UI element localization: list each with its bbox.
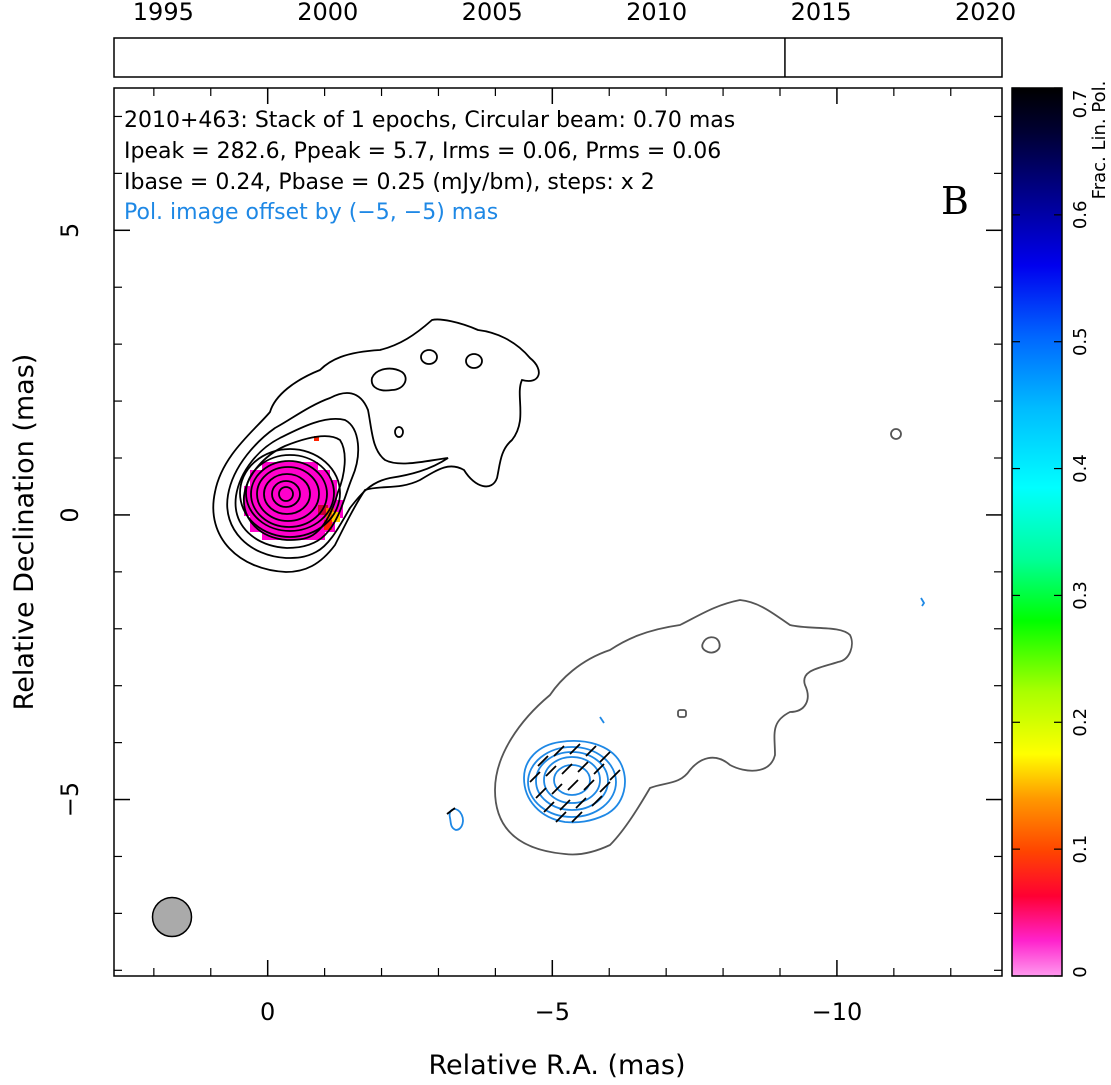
- timeline-tick-label: 2000: [297, 0, 358, 26]
- offset-i-contour: [677, 709, 687, 718]
- frac-pol-pixel: [324, 520, 332, 530]
- colorbar-tick-label: 0.5: [1070, 327, 1091, 356]
- x-tick-label: −5: [535, 998, 570, 1026]
- stokes-i-contour: [250, 460, 328, 528]
- beam-ellipse: [151, 896, 193, 938]
- timeline-tick-label: 2005: [462, 0, 523, 26]
- frac-pol-core: [244, 436, 343, 540]
- evpa-tick: [585, 745, 597, 757]
- frac-pol-pixel: [332, 512, 340, 522]
- evpa-tick: [559, 799, 571, 811]
- pol-contour: [920, 597, 926, 607]
- y-axis-title: Relative Declination (mas): [9, 354, 40, 711]
- stokes-i-contour: [243, 435, 346, 541]
- evpa-tick: [577, 761, 589, 773]
- colorbar-tick-label: 0: [1070, 966, 1091, 977]
- stokes-i-contour: [278, 486, 294, 502]
- stokes-i-contour: [370, 367, 407, 392]
- evpa-tick: [555, 811, 567, 823]
- evpa-tick: [537, 755, 549, 767]
- evpa-tick: [599, 781, 611, 793]
- plot-area: 0 −5 −10 5 0 −5 2010+463: Stack of 1 epochs,…: [9, 87, 1003, 1081]
- stokes-i-contour: [263, 473, 311, 515]
- x-tick-label: −10: [812, 998, 863, 1026]
- stokes-i-contour: [890, 428, 902, 440]
- frac-pol-pixel: [314, 436, 319, 441]
- info-line-1: 2010+463: Stack of 1 epochs, Circular be…: [124, 108, 735, 133]
- pol-contour: [448, 808, 464, 831]
- evpa-tick: [609, 769, 621, 781]
- y-tick-label: −5: [56, 782, 84, 817]
- pol-contour: [599, 716, 605, 724]
- evpa-tick: [561, 763, 573, 775]
- evpa-tick: [545, 765, 557, 777]
- colorbar-frame: [1011, 87, 1063, 977]
- colorbar-tick-label: 0.7: [1070, 90, 1091, 119]
- colorbar-tick-label: 0.3: [1070, 581, 1091, 610]
- pol-contour: [527, 746, 617, 818]
- info-line-2: Ipeak = 282.6, Ppeak = 5.7, Irms = 0.06,…: [124, 139, 721, 164]
- timeline-tick-label: 2020: [955, 0, 1016, 26]
- offset-note: Pol. image offset by (−5, −5) mas: [124, 200, 498, 225]
- stokes-i-contour: [465, 353, 483, 369]
- y-tick-label: 0: [56, 507, 84, 522]
- evpa-tick: [599, 751, 611, 763]
- stokes-i-contour: [256, 466, 320, 522]
- minor-ticks: [114, 88, 1002, 976]
- plot-frame: [113, 87, 1003, 977]
- stokes-i-contours: [212, 318, 902, 573]
- stokes-i-contour: [239, 448, 341, 538]
- timeline-box: [113, 37, 1003, 78]
- evpa-tick: [593, 763, 605, 775]
- colorbar: 0 0.1 0.2 0.3 0.4 0.5 0.6 0.7 Frac. Lin. Pol.: [1011, 81, 1110, 978]
- timeline-ticks: 1995 2000 2005 2010 2015 2020: [133, 0, 1016, 26]
- timeline-tick-label: 1995: [133, 0, 194, 26]
- evpa-tick: [535, 787, 547, 799]
- evpa-tick: [571, 811, 583, 823]
- colorbar-tick-label: 0.4: [1070, 454, 1091, 483]
- timeline-strip: 1995 2000 2005 2010 2015 2020: [113, 0, 1016, 78]
- offset-i-contours: [494, 599, 853, 856]
- panel-label: B: [941, 179, 969, 223]
- pol-contour: [543, 756, 601, 804]
- colorbar-gradient: [1012, 88, 1062, 976]
- evpa-tick: [551, 783, 563, 795]
- stokes-i-contour: [234, 418, 360, 549]
- colorbar-tick-label: 0.1: [1070, 835, 1091, 864]
- colorbar-tick-label: 0.6: [1070, 201, 1091, 230]
- stokes-i-contour: [212, 318, 540, 573]
- x-major-ticks: 0 −5 −10: [260, 88, 862, 1026]
- x-tick-label: 0: [260, 998, 275, 1026]
- stokes-i-contour: [245, 454, 335, 532]
- evpa-tick: [567, 779, 579, 791]
- evpa-tick: [575, 797, 587, 809]
- info-line-3: Ibase = 0.24, Pbase = 0.25 (mJy/bm), ste…: [124, 170, 655, 195]
- y-major-ticks: 5 0 −5: [56, 223, 1002, 817]
- timeline-tick-label: 2010: [626, 0, 687, 26]
- evpa-tick: [569, 743, 581, 755]
- timeline-tick-label: 2015: [791, 0, 852, 26]
- evpa-tick: [591, 795, 603, 807]
- y-tick-label: 5: [56, 223, 84, 238]
- stokes-i-contour: [420, 349, 438, 365]
- evpa-tick: [553, 745, 565, 757]
- x-axis-title: Relative R.A. (mas): [429, 1050, 686, 1081]
- evpa-tick: [529, 771, 541, 783]
- colorbar-tick-label: 0.2: [1070, 708, 1091, 737]
- evpa-tick: [583, 779, 595, 791]
- stokes-i-contour: [226, 392, 449, 559]
- offset-i-contour: [701, 636, 721, 654]
- evpa-tick: [543, 801, 555, 813]
- colorbar-title: Frac. Lin. Pol.: [1089, 81, 1110, 200]
- colorbar-ticks: 0 0.1 0.2 0.3 0.4 0.5 0.6 0.7: [1012, 87, 1091, 978]
- evpa-ticks: [446, 743, 621, 823]
- pol-contour: [523, 740, 626, 824]
- stokes-i-contour: [271, 480, 301, 508]
- evpa-tick: [446, 807, 456, 815]
- stokes-i-contour: [394, 426, 404, 438]
- offset-i-contour: [494, 599, 853, 856]
